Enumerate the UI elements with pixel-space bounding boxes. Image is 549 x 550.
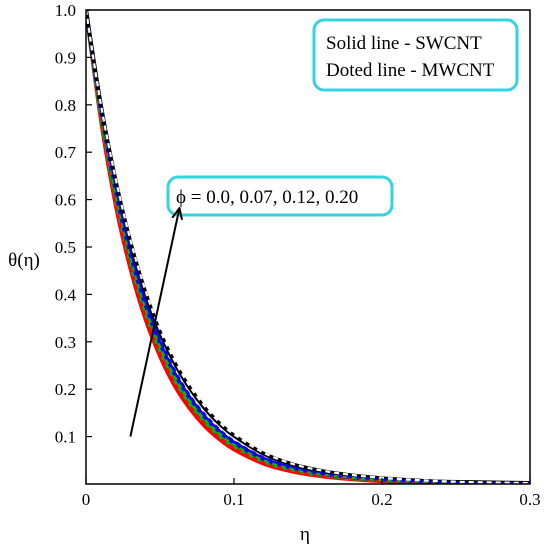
y-tick-label: 0.8 xyxy=(55,96,76,115)
phi-annotation: ϕ = 0.0, 0.07, 0.12, 0.20 xyxy=(129,175,394,437)
y-tick-label: 0.7 xyxy=(55,143,77,162)
series-layer xyxy=(86,10,530,484)
legend-entry-mwcnt: Doted line - MWCNT xyxy=(326,60,495,81)
y-tick-label: 0.5 xyxy=(55,238,76,257)
x-tick-label: 0 xyxy=(82,490,91,509)
legend-box: Solid line - SWCNT Doted line - MWCNT xyxy=(312,18,519,92)
x-axis-ticks: 0 0.1 0.2 0.3 xyxy=(82,478,541,509)
x-tick-label: 0.1 xyxy=(223,490,244,509)
legend-entry-swcnt: Solid line - SWCNT xyxy=(326,33,482,54)
y-axis-label: θ(η) xyxy=(8,250,40,271)
legend-frame xyxy=(312,18,519,92)
y-tick-label: 0.9 xyxy=(55,48,76,67)
y-tick-label: 0.1 xyxy=(55,428,76,447)
x-axis-label: η xyxy=(300,524,310,545)
x-tick-label: 0.2 xyxy=(371,490,392,509)
y-tick-label: 0.4 xyxy=(55,285,77,304)
y-tick-label: 1.0 xyxy=(55,1,76,20)
series-line-mwcnt-7 xyxy=(86,10,530,484)
x-tick-label: 0.3 xyxy=(519,490,540,509)
y-tick-label: 0.6 xyxy=(55,191,76,210)
series-line-mwcnt-6 xyxy=(86,10,530,484)
series-line-mwcnt-5 xyxy=(86,10,530,484)
series-line-mwcnt-4 xyxy=(86,10,530,484)
annotation-frame xyxy=(166,175,394,217)
annotation-arrow xyxy=(129,209,179,437)
y-tick-label: 0.3 xyxy=(55,333,76,352)
y-axis-ticks: 0.1 0.2 0.3 0.4 0.5 0.6 0.7 0.8 0.9 1.0 xyxy=(55,1,92,447)
y-tick-label: 0.2 xyxy=(55,380,76,399)
annotation-text: ϕ = 0.0, 0.07, 0.12, 0.20 xyxy=(176,187,358,208)
